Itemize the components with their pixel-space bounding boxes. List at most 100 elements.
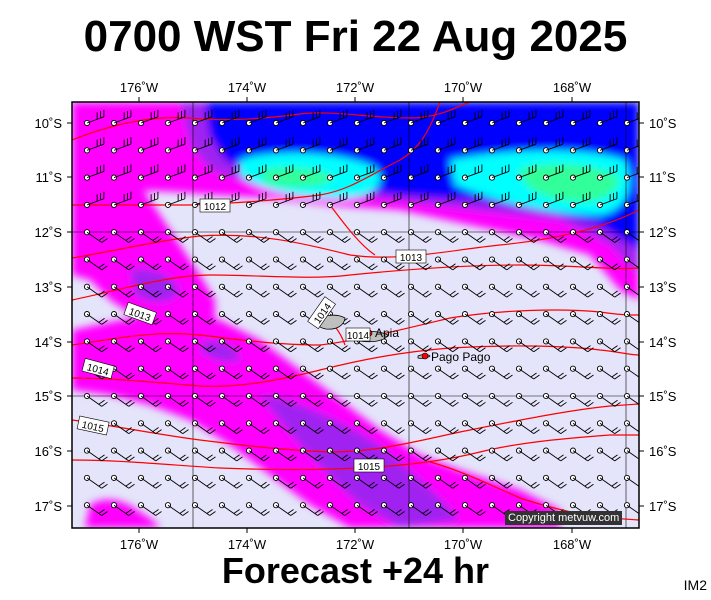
wind-barb: [596, 109, 618, 127]
svg-text:1013: 1013: [400, 253, 423, 264]
wind-barb: [110, 229, 135, 243]
wind-barb: [596, 283, 621, 298]
wind-barb: [569, 365, 594, 380]
wind-barb: [83, 474, 108, 489]
wind-barb: [191, 420, 216, 434]
wind-barb: [407, 447, 432, 462]
wind-barb: [83, 392, 108, 407]
shade-north-green: [520, 164, 620, 202]
wind-barb: [110, 447, 135, 462]
wind-barb: [542, 164, 564, 181]
wind-barb: [407, 137, 429, 154]
wind-barb: [542, 420, 567, 434]
wind-barb: [353, 447, 378, 462]
wind-barb: [407, 392, 432, 407]
wind-barb: [299, 474, 324, 489]
lon-label: 176˚W: [120, 80, 159, 95]
wind-barb: [272, 502, 297, 516]
shade-north-blue: [205, 102, 639, 250]
wind-barb: [137, 420, 162, 434]
wind-barb: [137, 283, 162, 298]
wind-barb: [488, 420, 513, 434]
wind-barbs: [83, 109, 639, 543]
wind-barb: [245, 502, 270, 516]
wind-barb: [245, 164, 267, 181]
wind-barb: [245, 311, 270, 325]
wind-barb: [542, 283, 567, 298]
wind-barb: [191, 392, 216, 407]
wind-barb: [569, 283, 594, 298]
shade-west-purple: [130, 268, 180, 302]
wind-barb: [326, 256, 351, 271]
wind-barb: [407, 191, 429, 208]
wind-barb: [623, 229, 639, 242]
wind-barb: [380, 137, 402, 154]
wind-barb: [272, 311, 297, 325]
wind-barb: [218, 502, 243, 516]
wind-barb: [83, 283, 108, 298]
wind-barb: [380, 256, 405, 271]
lon-label: 168˚W: [553, 80, 592, 95]
wind-barb: [380, 420, 405, 434]
wind-barb: [218, 164, 240, 181]
wind-barb: [191, 338, 216, 353]
wind-barb: [489, 530, 512, 543]
wind-barb: [245, 229, 270, 243]
wind-barb: [515, 392, 540, 407]
wind-barb: [488, 256, 513, 271]
wind-barb: [461, 420, 486, 434]
wind-barb: [569, 229, 594, 243]
wind-barb: [83, 311, 108, 325]
wind-barb: [434, 447, 459, 462]
wind-barb: [272, 256, 297, 271]
wind-barb: [623, 112, 639, 127]
wind-barb: [299, 420, 324, 434]
wind-barb: [569, 164, 591, 181]
svg-text:1015: 1015: [81, 420, 105, 435]
wind-barb: [191, 229, 216, 243]
wind-barb: [488, 447, 513, 462]
lat-label: 17˚S: [649, 499, 677, 514]
wind-barb: [191, 109, 213, 127]
wind-barb: [542, 392, 567, 407]
wind-barb: [515, 191, 537, 208]
wind-barb: [434, 420, 459, 434]
wind-barb: [191, 137, 213, 154]
wind-barb: [353, 392, 378, 407]
place-pago-pago: Pago Pago: [431, 350, 491, 364]
wind-barb: [623, 365, 639, 378]
wind-barb: [245, 191, 267, 208]
wind-barb: [380, 109, 402, 127]
wind-barb: [515, 164, 537, 181]
image-id-label: IM2: [683, 577, 707, 593]
wind-barb: [191, 447, 216, 462]
wind-barb: [596, 191, 618, 208]
wind-barb: [542, 474, 567, 489]
wind-barb: [353, 311, 378, 325]
wind-barb: [273, 530, 296, 543]
wind-barb: [596, 420, 621, 434]
lon-label: 168˚W: [553, 537, 592, 552]
wind-barb: [164, 420, 189, 434]
wind-barb: [353, 474, 378, 489]
wind-barb: [272, 137, 294, 154]
wind-barb: [218, 474, 243, 489]
isobar-label: 1012: [199, 198, 231, 213]
wind-barb: [569, 392, 594, 407]
wind-barb: [164, 447, 189, 462]
wind-barb: [299, 229, 324, 243]
wind-barb: [596, 229, 621, 243]
wind-barb: [380, 311, 405, 325]
wind-barb: [461, 447, 486, 462]
wind-barb: [245, 447, 270, 462]
wind-barb: [326, 447, 351, 462]
wind-barb: [380, 229, 405, 243]
shade-diagonal-purple-2: [200, 340, 240, 362]
wind-barb: [353, 137, 375, 154]
wind-barb: [164, 164, 186, 181]
wind-barb: [245, 256, 270, 271]
map-area: 1012 1013 1013 1014 1014 1014: [72, 102, 639, 543]
wind-barb: [569, 109, 591, 127]
wind-barb: [165, 530, 188, 543]
lat-label: 11˚S: [36, 170, 63, 185]
